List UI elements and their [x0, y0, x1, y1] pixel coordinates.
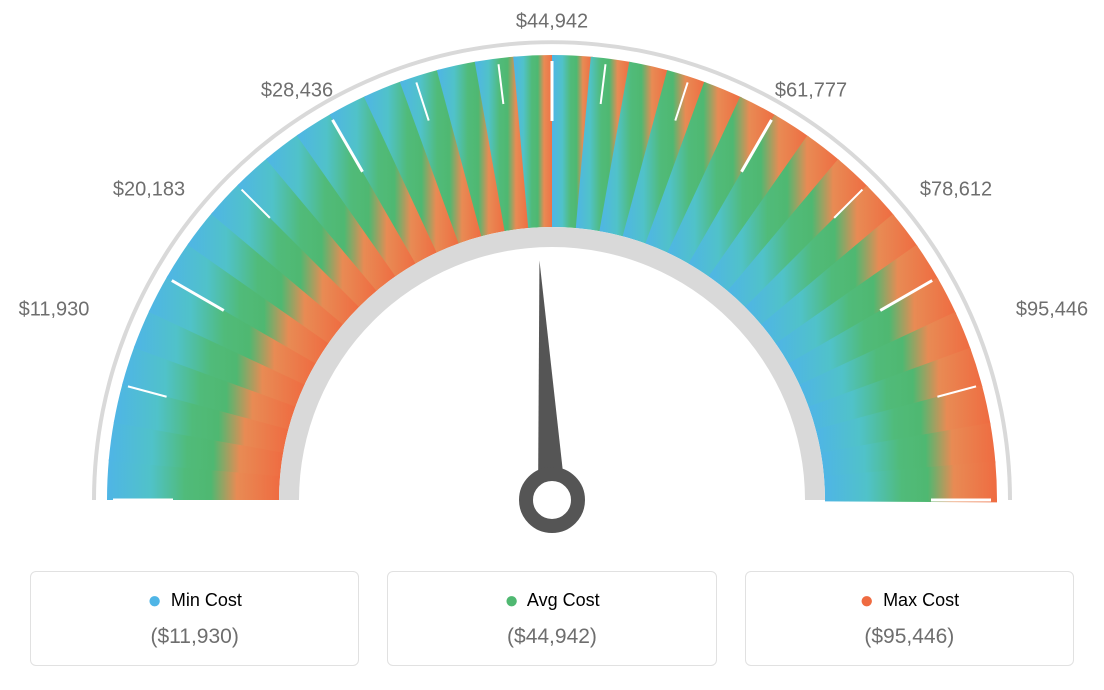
max-cost-title: ● Max Cost	[756, 590, 1063, 611]
max-cost-value: ($95,446)	[756, 625, 1063, 649]
gauge-tick-label: $78,612	[920, 179, 992, 202]
dot-icon: ●	[860, 587, 875, 614]
gauge-tick-label: $44,942	[516, 11, 588, 34]
gauge-tick-label: $11,930	[19, 299, 90, 322]
gauge-tick-label: $61,777	[775, 80, 847, 103]
min-cost-card: ● Min Cost ($11,930)	[30, 571, 359, 666]
max-cost-card: ● Max Cost ($95,446)	[745, 571, 1074, 666]
gauge-tick-label: $28,436	[261, 80, 333, 103]
min-cost-label: Min Cost	[171, 590, 242, 610]
gauge-area: $11,930 $20,183 $28,436 $44,942 $61,777 $78,6…	[0, 0, 1104, 560]
gauge-chart-container: $11,930 $20,183 $28,436 $44,942 $61,777 $78,6…	[0, 0, 1104, 690]
gauge-tick-label: $20,183	[113, 179, 185, 202]
min-cost-title: ● Min Cost	[41, 590, 348, 611]
min-cost-value: ($11,930)	[41, 625, 348, 649]
avg-cost-value: ($44,942)	[398, 625, 705, 649]
avg-cost-label: Avg Cost	[527, 590, 600, 610]
gauge-svg	[0, 0, 1104, 560]
max-cost-label: Max Cost	[883, 590, 959, 610]
gauge-tick-label: $95,446	[1016, 299, 1088, 322]
dot-icon: ●	[504, 587, 519, 614]
avg-cost-card: ● Avg Cost ($44,942)	[387, 571, 716, 666]
dot-icon: ●	[147, 587, 162, 614]
summary-cards: ● Min Cost ($11,930) ● Avg Cost ($44,942…	[30, 571, 1074, 666]
avg-cost-title: ● Avg Cost	[398, 590, 705, 611]
